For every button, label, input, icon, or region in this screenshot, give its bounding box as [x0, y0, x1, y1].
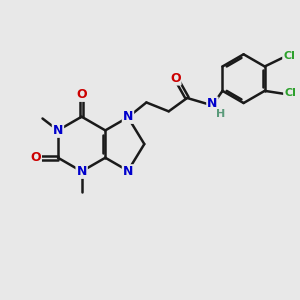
Text: N: N	[123, 110, 133, 123]
Text: H: H	[216, 109, 225, 119]
Text: N: N	[76, 165, 87, 178]
Text: N: N	[53, 124, 63, 137]
Text: O: O	[76, 88, 87, 101]
Text: N: N	[123, 165, 133, 178]
Text: N: N	[207, 98, 218, 110]
Text: Cl: Cl	[284, 88, 296, 98]
Text: Cl: Cl	[283, 51, 295, 62]
Text: O: O	[170, 72, 181, 85]
Text: O: O	[30, 151, 41, 164]
